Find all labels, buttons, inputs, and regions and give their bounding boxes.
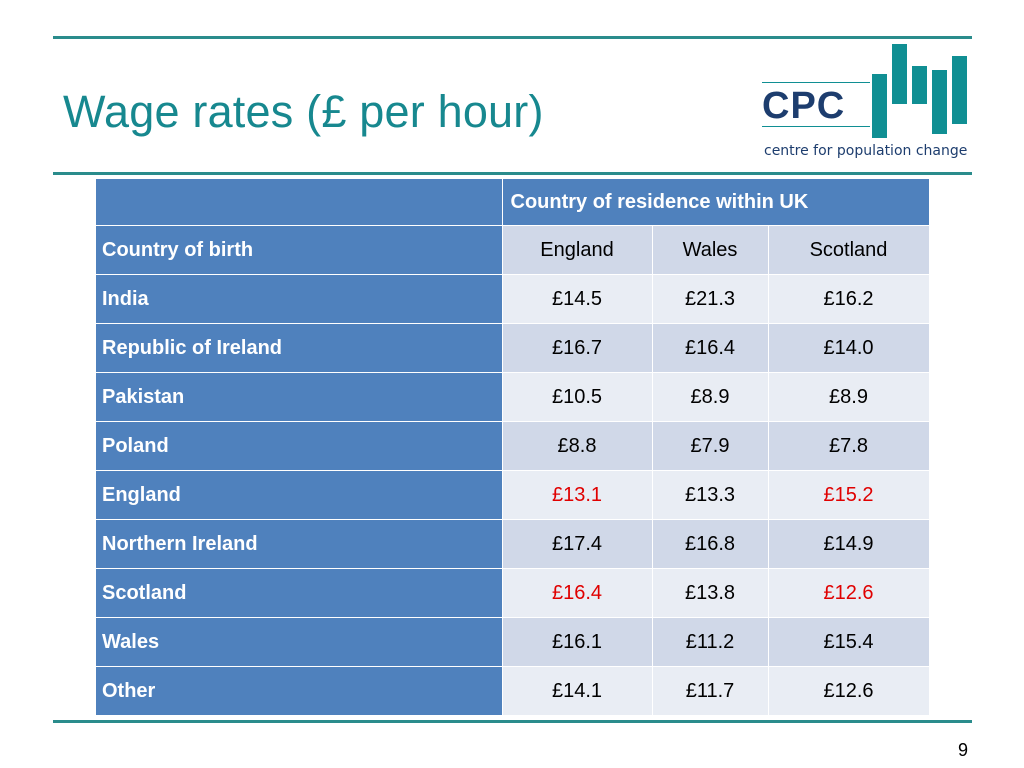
slide-title: Wage rates (£ per hour) — [63, 86, 544, 137]
wage-table-container: Country of residence within UK Country o… — [96, 179, 930, 716]
group-header-blank — [96, 179, 503, 226]
table-row: India £14.5 £21.3 £16.2 — [96, 274, 930, 324]
wage-cell: £14.5 — [502, 274, 653, 324]
wage-cell: £7.8 — [768, 421, 930, 471]
table-row: Wales £16.1 £11.2 £15.4 — [96, 617, 930, 667]
logo-wordmark: CPC — [762, 85, 846, 127]
row-label: England — [96, 470, 503, 520]
table-row: Scotland £16.4 £13.8 £12.6 — [96, 568, 930, 618]
wage-cell: £16.1 — [502, 617, 653, 667]
logo-bars-icon — [872, 44, 972, 144]
wage-cell: £16.4 — [652, 323, 769, 373]
table-row: Northern Ireland £17.4 £16.8 £14.9 — [96, 519, 930, 569]
wage-cell: £8.9 — [652, 372, 769, 422]
wage-cell: £13.1 — [502, 470, 653, 520]
top-rule — [53, 36, 972, 39]
logo-tagline: centre for population change — [764, 143, 968, 159]
wage-cell: £12.6 — [768, 568, 930, 618]
column-header-england: England — [502, 225, 653, 275]
table-row: Republic of Ireland £16.7 £16.4 £14.0 — [96, 323, 930, 373]
wage-cell: £14.1 — [502, 666, 653, 716]
cpc-logo: CPC centre for population change — [762, 44, 972, 166]
row-header-label: Country of birth — [96, 225, 503, 275]
row-label: Wales — [96, 617, 503, 667]
wage-cell: £13.8 — [652, 568, 769, 618]
row-label: Republic of Ireland — [96, 323, 503, 373]
row-label: India — [96, 274, 503, 324]
page-number: 9 — [957, 740, 968, 760]
wage-cell: £11.2 — [652, 617, 769, 667]
wage-cell: £15.2 — [768, 470, 930, 520]
wage-cell: £17.4 — [502, 519, 653, 569]
row-label: Scotland — [96, 568, 503, 618]
header-rule — [53, 172, 972, 175]
wage-cell: £14.9 — [768, 519, 930, 569]
group-header-row: Country of residence within UK — [96, 179, 930, 226]
column-header-row: Country of birth England Wales Scotland — [96, 225, 930, 275]
bottom-rule — [53, 720, 972, 723]
column-header-scotland: Scotland — [768, 225, 930, 275]
table-row: England £13.1 £13.3 £15.2 — [96, 470, 930, 520]
wage-cell: £7.9 — [652, 421, 769, 471]
wage-cell: £14.0 — [768, 323, 930, 373]
wage-cell: £16.8 — [652, 519, 769, 569]
wage-rates-table: Country of residence within UK Country o… — [96, 179, 930, 716]
column-header-wales: Wales — [652, 225, 769, 275]
row-label: Poland — [96, 421, 503, 471]
wage-cell: £13.3 — [652, 470, 769, 520]
wage-cell: £8.9 — [768, 372, 930, 422]
wage-cell: £21.3 — [652, 274, 769, 324]
table-row: Pakistan £10.5 £8.9 £8.9 — [96, 372, 930, 422]
wage-cell: £8.8 — [502, 421, 653, 471]
wage-cell: £12.6 — [768, 666, 930, 716]
wage-cell: £11.7 — [652, 666, 769, 716]
wage-cell: £10.5 — [502, 372, 653, 422]
row-label: Northern Ireland — [96, 519, 503, 569]
wage-cell: £16.7 — [502, 323, 653, 373]
wage-cell: £15.4 — [768, 617, 930, 667]
group-header-label: Country of residence within UK — [502, 179, 930, 226]
table-row: Poland £8.8 £7.9 £7.8 — [96, 421, 930, 471]
table-row: Other £14.1 £11.7 £12.6 — [96, 666, 930, 716]
wage-cell: £16.2 — [768, 274, 930, 324]
row-label: Pakistan — [96, 372, 503, 422]
wage-cell: £16.4 — [502, 568, 653, 618]
row-label: Other — [96, 666, 503, 716]
